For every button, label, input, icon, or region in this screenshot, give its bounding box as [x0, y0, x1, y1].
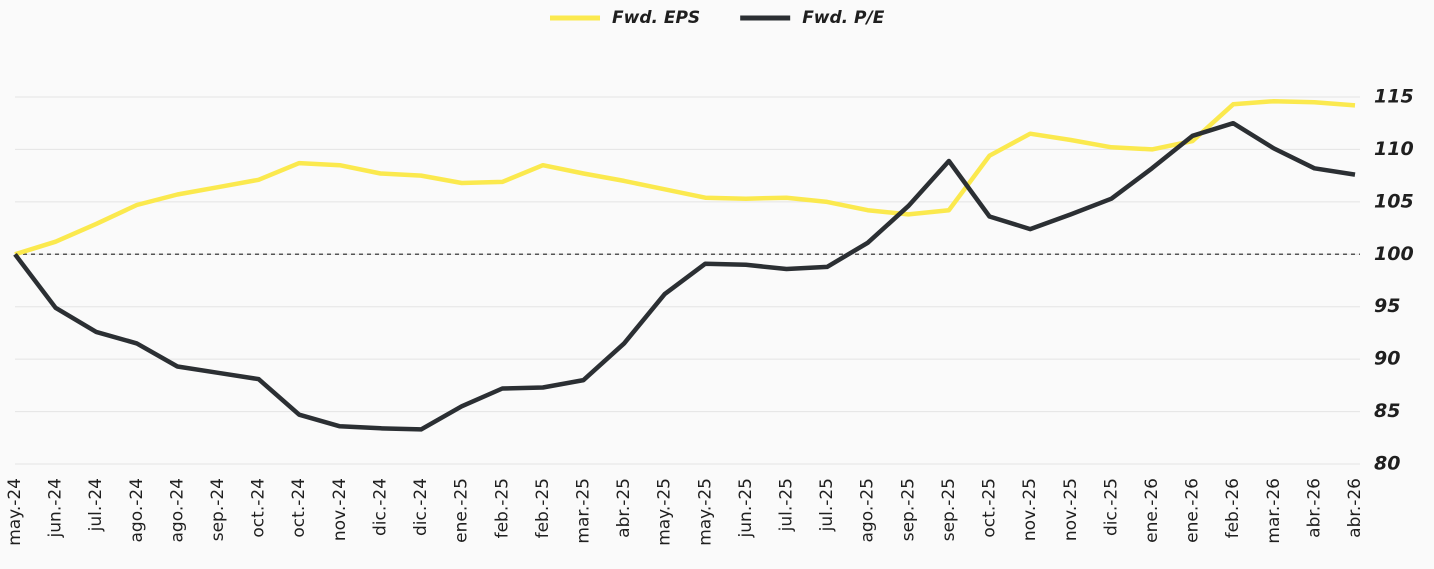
legend-label: Fwd. P/E: [802, 8, 885, 28]
x-tick-label: nov.-25: [1061, 478, 1081, 541]
x-tick-label: abr.-26: [1345, 478, 1365, 538]
x-tick-label: jul.-25: [777, 478, 797, 532]
x-tick-label: may.-25: [655, 478, 675, 546]
x-tick-label: may.-25: [695, 478, 715, 546]
x-tick-label: mar.-25: [573, 478, 593, 544]
x-tick-label: oct.-25: [980, 478, 1000, 538]
y-tick-label: 105: [1374, 190, 1414, 212]
y-tick-label: 85: [1374, 400, 1400, 422]
x-tick-label: ago.-24: [167, 478, 187, 542]
x-tick-label: abr.-25: [614, 478, 634, 538]
x-tick-label: dic.-24: [370, 478, 390, 536]
x-tick-label: mar.-26: [1264, 478, 1284, 544]
x-tick-label: ago.-24: [127, 478, 147, 542]
x-tick-label: feb.-26: [1223, 478, 1243, 538]
x-tick-label: sep.-25: [898, 478, 918, 541]
x-tick-label: jun.-25: [736, 478, 756, 538]
series-line: [13, 120, 1356, 432]
series-line: [14, 98, 1356, 257]
x-tick-label: dic.-25: [1101, 478, 1121, 536]
x-tick-label: sep.-25: [939, 478, 959, 541]
x-tick-label: oct.-24: [289, 478, 309, 538]
x-tick-label: sep.-24: [208, 478, 228, 541]
y-tick-label: 90: [1374, 348, 1400, 370]
y-tick-label: 95: [1374, 295, 1400, 317]
legend-label: Fwd. EPS: [612, 8, 700, 28]
y-tick-label: 115: [1374, 86, 1414, 108]
x-tick-label: ene.-26: [1142, 478, 1162, 543]
x-tick-label: may.-24: [5, 478, 25, 546]
x-tick-label: ene.-25: [452, 478, 472, 543]
y-tick-label: 80: [1374, 453, 1400, 475]
y-tick-label: 110: [1374, 138, 1414, 160]
x-tick-label: nov.-24: [330, 478, 350, 541]
x-tick-label: nov.-25: [1020, 478, 1040, 541]
x-tick-label: ene.-26: [1183, 478, 1203, 543]
x-tick-label: feb.-25: [492, 478, 512, 538]
x-tick-label: ago.-25: [858, 478, 878, 542]
y-tick-label: 100: [1374, 243, 1414, 265]
x-tick-label: jul.-24: [86, 478, 106, 532]
x-tick-label: feb.-25: [533, 478, 553, 538]
legend: Fwd. EPS Fwd. P/E: [550, 8, 885, 28]
x-tick-label: dic.-24: [411, 478, 431, 536]
x-tick-label: abr.-26: [1304, 478, 1324, 538]
x-tick-label: jun.-24: [46, 478, 66, 538]
x-tick-label: jul.-25: [817, 478, 837, 532]
x-tick-label: oct.-24: [249, 478, 269, 538]
